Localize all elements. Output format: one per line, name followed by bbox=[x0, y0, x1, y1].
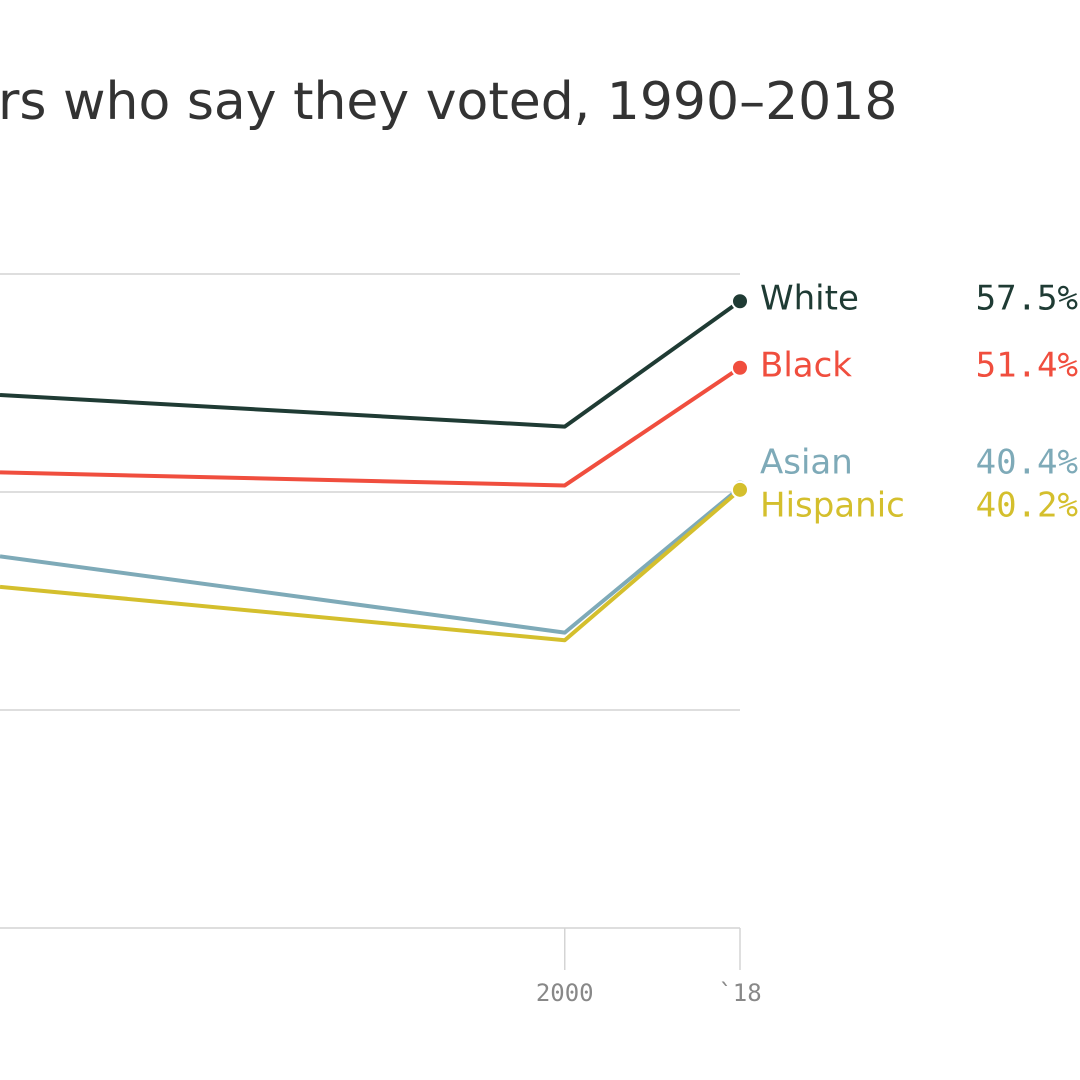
value-label: 51.4% bbox=[976, 346, 1078, 386]
value-label: 57.5% bbox=[976, 279, 1078, 319]
x-tick-label: `18 bbox=[718, 979, 761, 1007]
chart-title: rs who say they voted, 1990–2018 bbox=[0, 72, 897, 132]
data-line bbox=[0, 486, 742, 635]
value-label: 40.4% bbox=[976, 443, 1078, 483]
value-label: 40.2% bbox=[976, 486, 1078, 526]
x-tick-label: 2000 bbox=[536, 979, 594, 1007]
end-dot bbox=[731, 358, 749, 377]
legend-label: Hispanic bbox=[760, 486, 905, 526]
data-line bbox=[0, 299, 742, 429]
legend-label: Asian bbox=[760, 443, 853, 483]
legend-label: Black bbox=[760, 346, 852, 386]
legend-label: White bbox=[760, 279, 859, 319]
data-line bbox=[0, 488, 742, 643]
data-line bbox=[0, 366, 742, 488]
end-dot bbox=[731, 292, 749, 311]
end-dot bbox=[731, 480, 749, 499]
